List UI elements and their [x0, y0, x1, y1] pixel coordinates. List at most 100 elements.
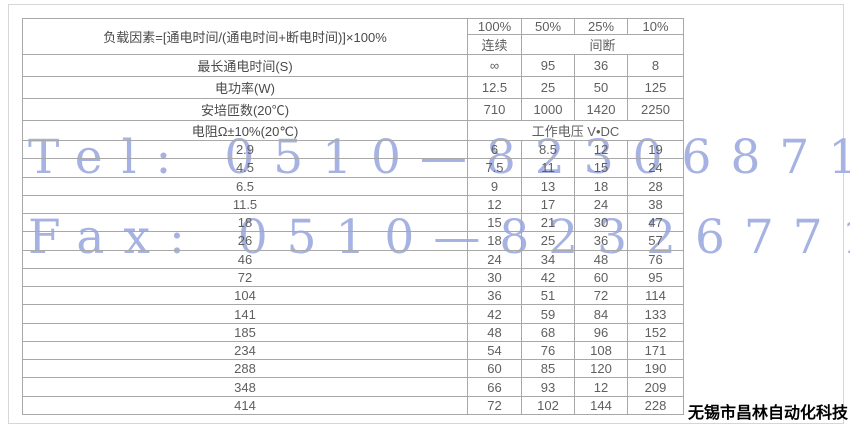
voltage-value-cell: 228 — [627, 395, 684, 416]
voltage-value-cell: 108 — [574, 340, 628, 361]
resistance-value-cell: 18 — [22, 213, 468, 233]
voltage-value-cell: 36 — [574, 231, 628, 251]
intermittent-cell: 间断 — [521, 34, 684, 55]
resistance-value-cell: 288 — [22, 359, 468, 379]
table-row: 288 60 85 120 190 — [22, 359, 684, 379]
voltage-value-cell: 133 — [627, 304, 684, 324]
voltage-header-cell: 工作电压 V•DC — [467, 120, 684, 141]
voltage-value-cell: 8.5 — [521, 139, 575, 160]
resistance-value-cell: 414 — [22, 395, 468, 416]
voltage-value-cell: 84 — [574, 304, 628, 324]
table-row: 141 42 59 84 133 — [22, 304, 684, 324]
voltage-value-cell: 76 — [627, 249, 684, 269]
voltage-value-cell: 171 — [627, 340, 684, 361]
voltage-value-cell: 36 — [467, 286, 522, 306]
table-row: 负载因素=[通电时间/(通电时间+断电时间)]×100% 100% 50% 25… — [22, 18, 684, 55]
duty-header-cell: 25% — [574, 18, 628, 35]
voltage-value-cell: 57 — [627, 231, 684, 251]
voltage-value-cell: 120 — [574, 359, 628, 379]
table-row: 18 15 21 30 47 — [22, 213, 684, 233]
voltage-value-cell: 93 — [521, 377, 575, 397]
company-name: 无锡市昌林自动化科技 — [688, 405, 849, 422]
resistance-value-cell: 234 — [22, 340, 468, 361]
resistance-value-cell: 6.5 — [22, 176, 468, 196]
voltage-value-cell: 28 — [627, 176, 684, 196]
spec-value-cell: 50 — [574, 76, 628, 99]
voltage-value-cell: 152 — [627, 322, 684, 342]
voltage-value-cell: 30 — [574, 213, 628, 233]
voltage-value-cell: 54 — [467, 340, 522, 361]
voltage-value-cell: 18 — [574, 176, 628, 196]
duty-header-cell: 50% — [521, 18, 575, 35]
duty-header-cell: 100% — [467, 18, 522, 35]
spec-value-cell: 25 — [521, 76, 575, 99]
voltage-value-cell: 60 — [467, 359, 522, 379]
table-row: 26 18 25 36 57 — [22, 231, 684, 251]
spec-table: 负载因素=[通电时间/(通电时间+断电时间)]×100% 100% 50% 25… — [22, 18, 684, 416]
voltage-value-cell: 7.5 — [467, 158, 522, 178]
voltage-value-cell: 48 — [574, 249, 628, 269]
voltage-value-cell: 48 — [467, 322, 522, 342]
voltage-value-cell: 76 — [521, 340, 575, 361]
spec-value-cell: 2250 — [627, 98, 684, 121]
voltage-value-cell: 60 — [574, 267, 628, 288]
voltage-value-cell: 114 — [627, 286, 684, 306]
resistance-value-cell: 348 — [22, 377, 468, 397]
table-row: 46 24 34 48 76 — [22, 249, 684, 269]
voltage-value-cell: 12 — [467, 194, 522, 215]
voltage-value-cell: 12 — [574, 139, 628, 160]
resistance-value-cell: 185 — [22, 322, 468, 342]
table-row: 348 66 93 12 209 — [22, 377, 684, 397]
continuous-cell: 连续 — [467, 34, 522, 55]
table-row: 104 36 51 72 114 — [22, 286, 684, 306]
voltage-value-cell: 42 — [467, 304, 522, 324]
voltage-value-cell: 190 — [627, 359, 684, 379]
table-row: 185 48 68 96 152 — [22, 322, 684, 342]
spec-value-cell: 8 — [627, 54, 684, 77]
table-row: 72 30 42 60 95 — [22, 267, 684, 288]
resistance-value-cell: 141 — [22, 304, 468, 324]
spec-value-cell: ∞ — [467, 54, 522, 77]
spec-value-cell: 36 — [574, 54, 628, 77]
voltage-value-cell: 102 — [521, 395, 575, 416]
spec-value-cell: 12.5 — [467, 76, 522, 99]
voltage-value-cell: 25 — [521, 231, 575, 251]
table-row: 最长通电时间(S) ∞ 95 36 8 — [22, 54, 684, 77]
voltage-value-cell: 12 — [574, 377, 628, 397]
voltage-value-cell: 24 — [574, 194, 628, 215]
voltage-value-cell: 17 — [521, 194, 575, 215]
spec-value-cell: 125 — [627, 76, 684, 99]
spec-value-cell: 95 — [521, 54, 575, 77]
resistance-value-cell: 11.5 — [22, 194, 468, 215]
voltage-value-cell: 24 — [467, 249, 522, 269]
load-factor-label-cell: 负载因素=[通电时间/(通电时间+断电时间)]×100% — [22, 18, 468, 55]
table-row: 电功率(W) 12.5 25 50 125 — [22, 76, 684, 99]
voltage-value-cell: 19 — [627, 139, 684, 160]
resistance-value-cell: 26 — [22, 231, 468, 251]
table-row: 11.5 12 17 24 38 — [22, 194, 684, 215]
table-row: 2.9 6 8.5 12 19 — [22, 139, 684, 160]
resistance-value-cell: 104 — [22, 286, 468, 306]
voltage-value-cell: 209 — [627, 377, 684, 397]
voltage-value-cell: 34 — [521, 249, 575, 269]
spec-value-cell: 1420 — [574, 98, 628, 121]
resistance-value-cell: 72 — [22, 267, 468, 288]
spec-label-cell: 安培匝数(20℃) — [22, 98, 468, 121]
voltage-value-cell: 72 — [467, 395, 522, 416]
voltage-value-cell: 24 — [627, 158, 684, 178]
table-row: 414 72 102 144 228 — [22, 395, 684, 416]
table-row: 电阻Ω±10%(20℃) 工作电压 V•DC — [22, 120, 684, 141]
voltage-value-cell: 13 — [521, 176, 575, 196]
voltage-value-cell: 95 — [627, 267, 684, 288]
voltage-value-cell: 11 — [521, 158, 575, 178]
voltage-value-cell: 144 — [574, 395, 628, 416]
voltage-value-cell: 21 — [521, 213, 575, 233]
voltage-value-cell: 66 — [467, 377, 522, 397]
table-row: 234 54 76 108 171 — [22, 340, 684, 361]
voltage-value-cell: 59 — [521, 304, 575, 324]
resistance-value-cell: 4.5 — [22, 158, 468, 178]
voltage-value-cell: 15 — [574, 158, 628, 178]
resistance-label-cell: 电阻Ω±10%(20℃) — [22, 120, 468, 141]
spec-label-cell: 电功率(W) — [22, 76, 468, 99]
resistance-value-cell: 2.9 — [22, 139, 468, 160]
